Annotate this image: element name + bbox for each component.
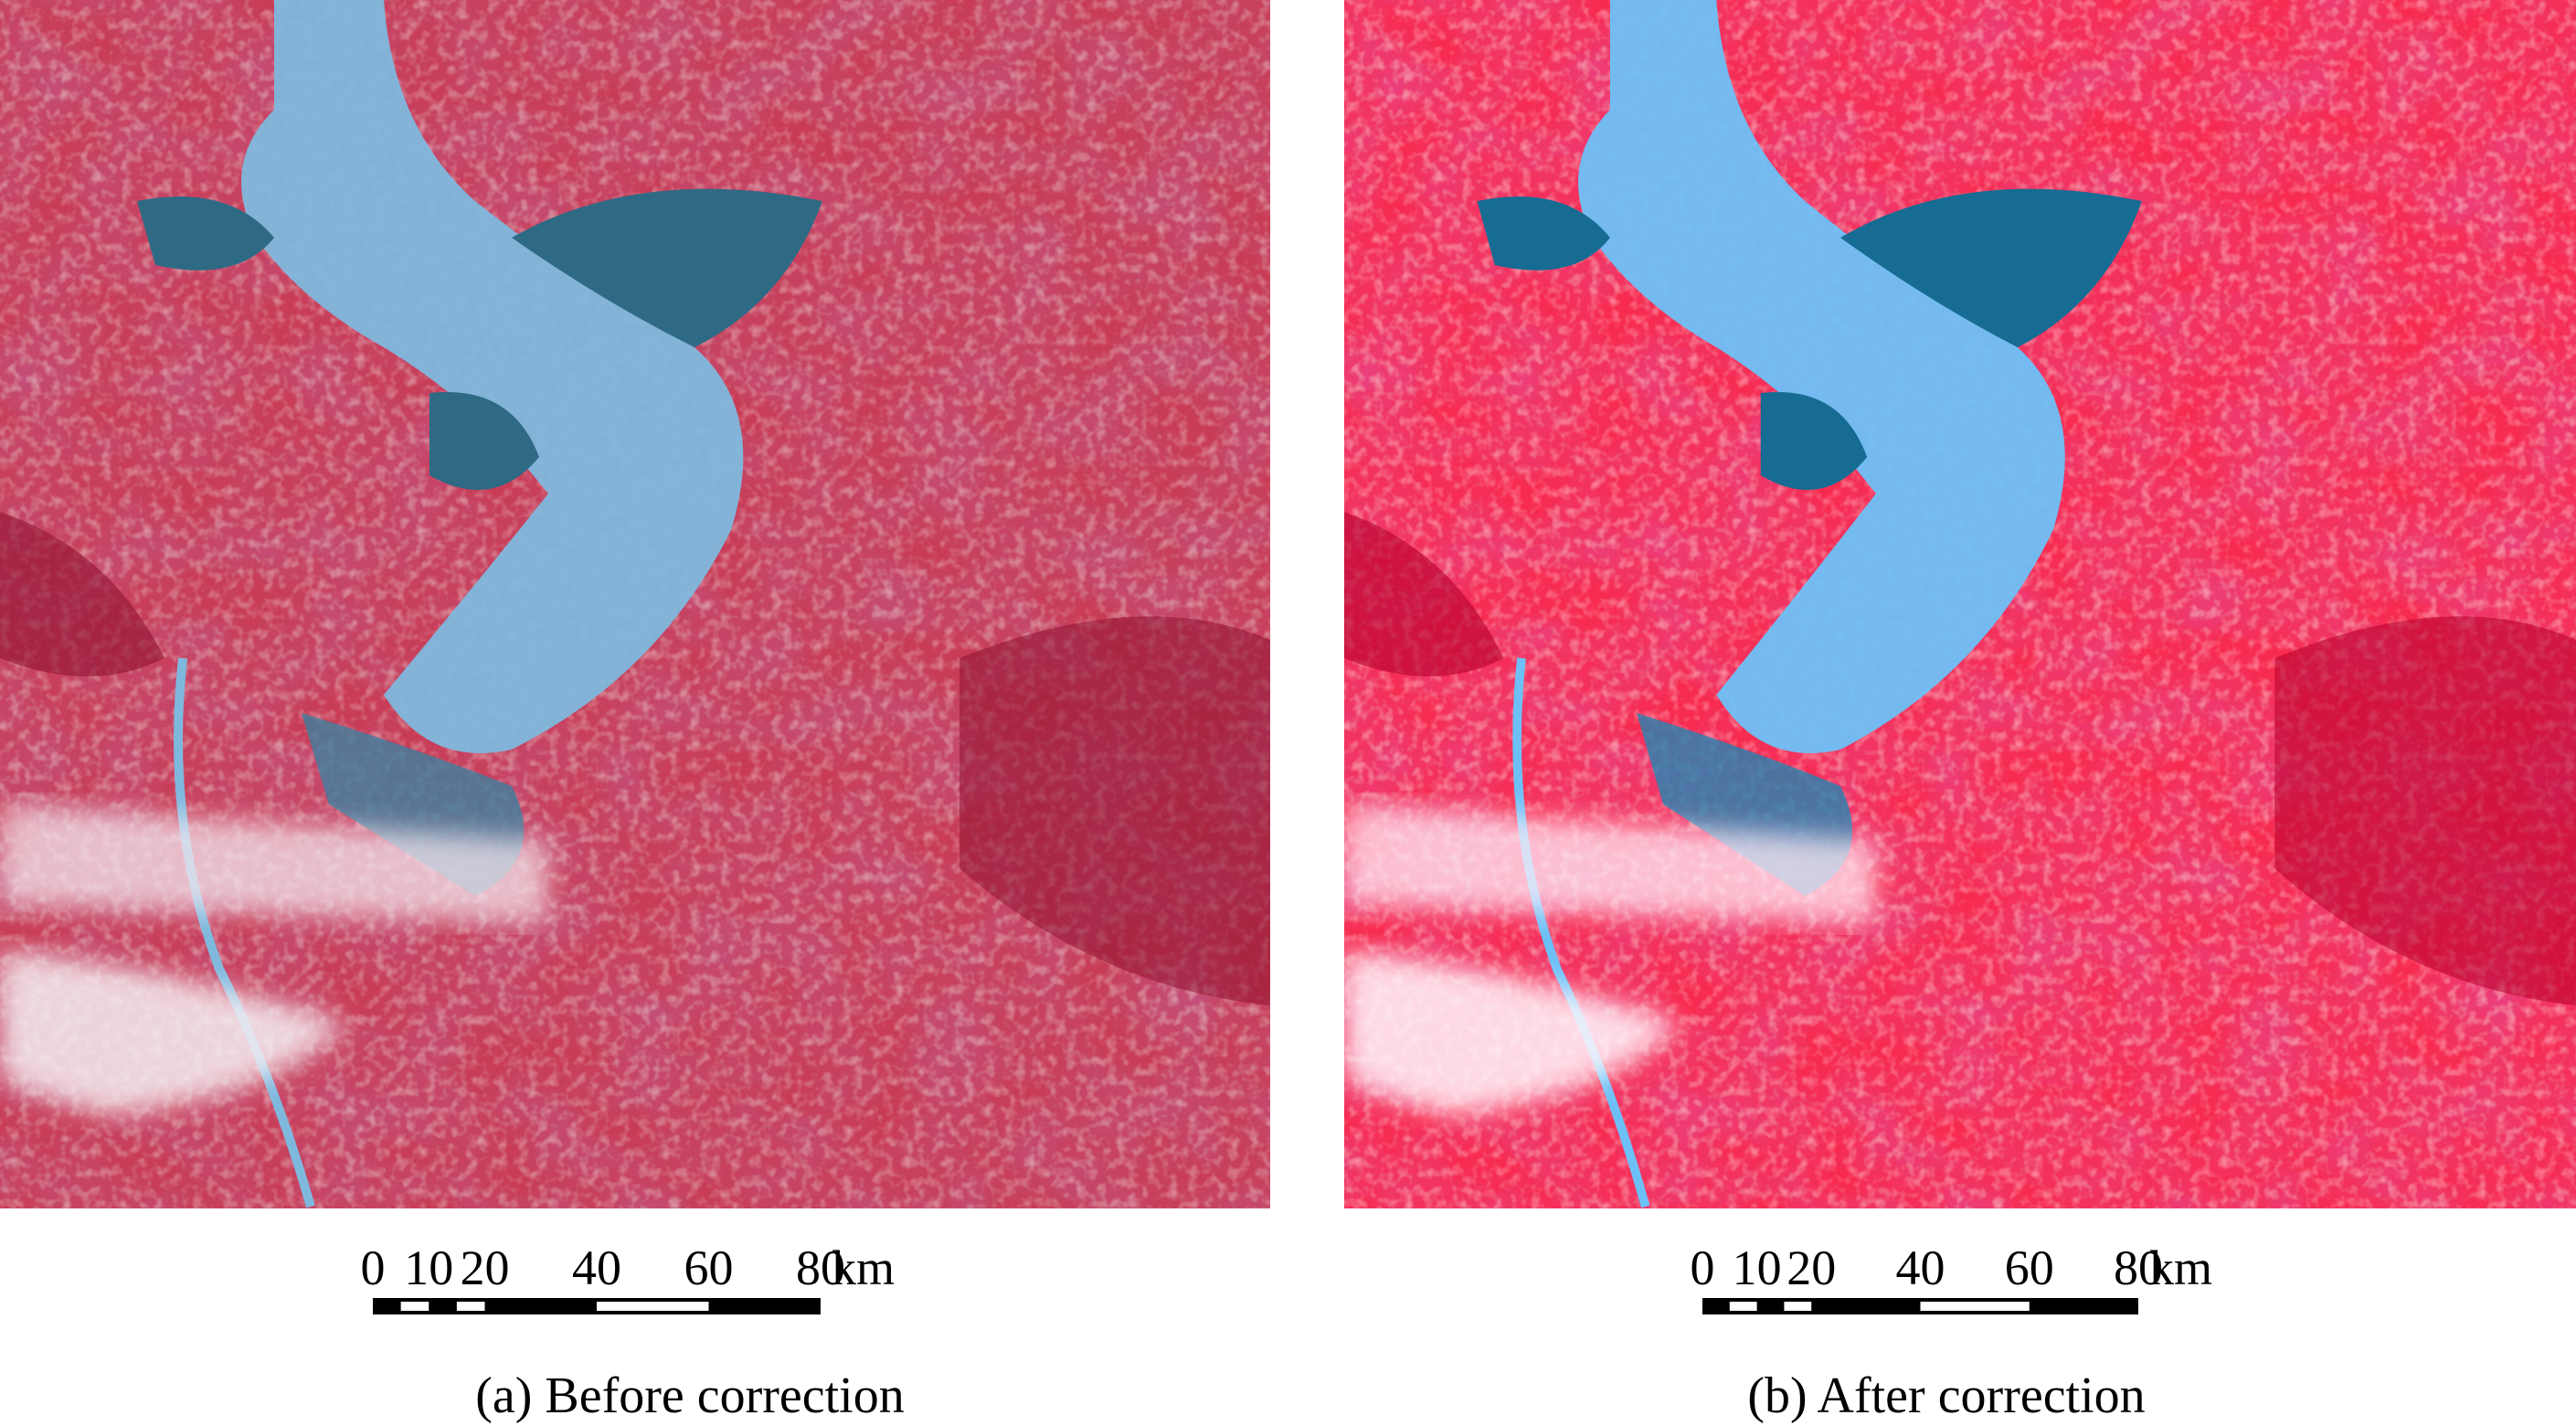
scale-bar-segment: [400, 1302, 429, 1311]
scale-tick-label: 0: [361, 1240, 386, 1295]
scale-bar-segment: [456, 1302, 485, 1311]
scale-bar-segment: [1784, 1302, 1812, 1311]
scale-tick-label: 80: [796, 1240, 845, 1295]
scale-tick-label: 60: [684, 1240, 734, 1295]
image-before: [0, 0, 1270, 1208]
scale-bar-segment: [1920, 1302, 2030, 1311]
scale-tick-label: 20: [461, 1240, 510, 1295]
scale-bar-segment: [597, 1302, 709, 1311]
scale-tick-label: 40: [1896, 1240, 1945, 1295]
caption: (b) After correction: [1747, 1367, 2145, 1424]
scale-tick-label: 10: [404, 1240, 453, 1295]
scale-bar-segment: [1729, 1302, 1757, 1311]
scale-unit: km: [832, 1240, 895, 1295]
scale-unit: km: [2149, 1240, 2212, 1295]
scale-tick-label: 60: [2005, 1240, 2054, 1295]
scale-tick-label: 40: [572, 1240, 621, 1295]
scale-tick-label: 80: [2114, 1240, 2163, 1295]
scale-tick-label: 0: [1691, 1240, 1715, 1295]
caption: (a) Before correction: [475, 1367, 905, 1424]
scale-tick-label: 20: [1786, 1240, 1836, 1295]
image-after: [1344, 0, 2576, 1208]
scale-tick-label: 10: [1733, 1240, 1782, 1295]
